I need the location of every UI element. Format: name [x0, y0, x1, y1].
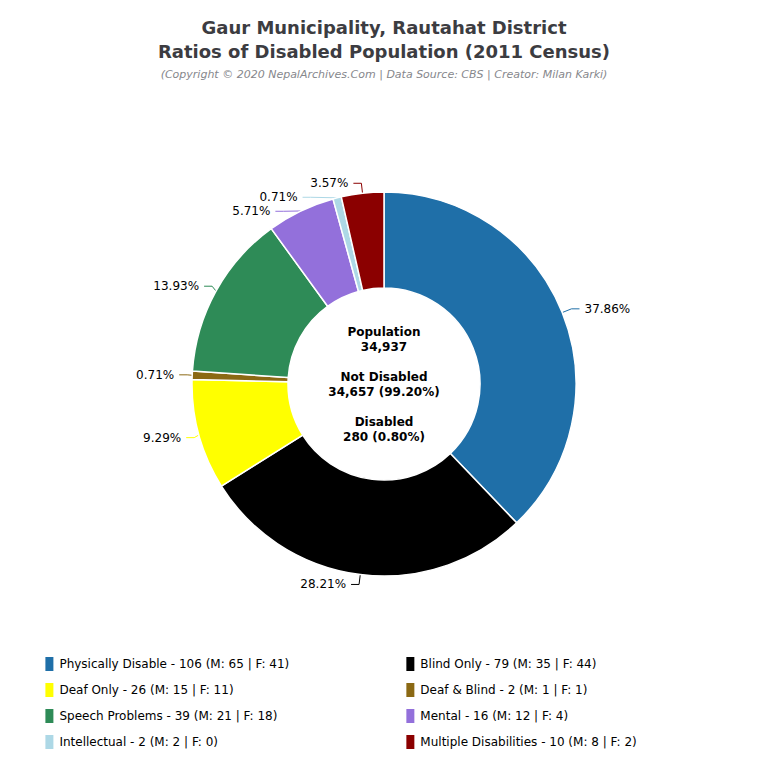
svg-text:280 (0.80%): 280 (0.80%): [343, 430, 425, 444]
svg-text:Speech Problems - 39 (M: 21 |: Speech Problems - 39 (M: 21 | F: 18): [59, 709, 277, 723]
svg-text:28.21%: 28.21%: [300, 577, 346, 591]
svg-text:34,657 (99.20%): 34,657 (99.20%): [328, 385, 439, 399]
svg-text:Physically Disable - 106 (M: 6: Physically Disable - 106 (M: 65 | F: 41): [59, 657, 289, 671]
svg-text:0.71%: 0.71%: [136, 368, 174, 382]
svg-text:Ratios of Disabled Population: Ratios of Disabled Population (2011 Cens…: [158, 41, 610, 62]
svg-text:37.86%: 37.86%: [584, 302, 630, 316]
svg-text:Mental - 16 (M: 12 | F: 4): Mental - 16 (M: 12 | F: 4): [420, 709, 568, 723]
svg-text:Not Disabled: Not Disabled: [341, 370, 428, 384]
svg-text:3.57%: 3.57%: [310, 176, 348, 190]
svg-text:5.71%: 5.71%: [232, 204, 270, 218]
svg-text:Deaf Only - 26 (M: 15 | F: 11): Deaf Only - 26 (M: 15 | F: 11): [59, 683, 233, 697]
svg-text:34,937: 34,937: [361, 340, 407, 354]
svg-text:0.71%: 0.71%: [259, 190, 297, 204]
svg-text:Disabled: Disabled: [355, 415, 414, 429]
svg-text:(Copyright © 2020 NepalArchive: (Copyright © 2020 NepalArchives.Com | Da…: [161, 68, 608, 81]
svg-text:Gaur Municipality, Rautahat Di: Gaur Municipality, Rautahat District: [201, 17, 566, 38]
svg-text:Multiple Disabilities - 10 (M:: Multiple Disabilities - 10 (M: 8 | F: 2): [420, 735, 636, 749]
svg-text:Blind Only - 79 (M: 35 | F: 44: Blind Only - 79 (M: 35 | F: 44): [420, 657, 596, 671]
svg-text:Population: Population: [347, 325, 420, 339]
svg-text:Deaf & Blind - 2 (M: 1 | F: 1): Deaf & Blind - 2 (M: 1 | F: 1): [420, 683, 587, 697]
svg-text:9.29%: 9.29%: [143, 431, 181, 445]
svg-text:Intellectual - 2 (M: 2 | F: 0): Intellectual - 2 (M: 2 | F: 0): [59, 735, 218, 749]
svg-text:13.93%: 13.93%: [153, 279, 199, 293]
